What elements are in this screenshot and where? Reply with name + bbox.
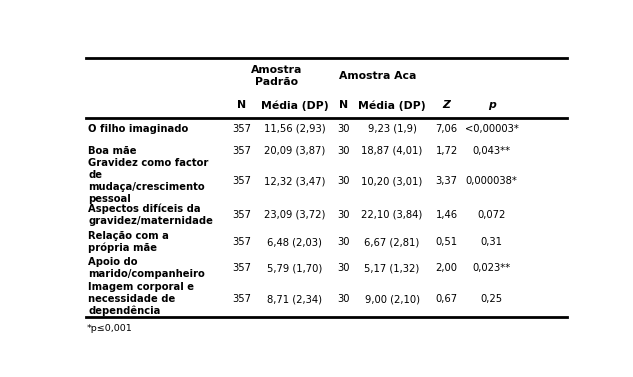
Text: 0,25: 0,25 — [480, 294, 503, 304]
Text: 8,71 (2,34): 8,71 (2,34) — [267, 294, 322, 304]
Text: 5,79 (1,70): 5,79 (1,70) — [266, 264, 322, 273]
Text: 10,20 (3,01): 10,20 (3,01) — [361, 176, 423, 186]
Text: Amostra Aca: Amostra Aca — [339, 71, 417, 81]
Text: Média (DP): Média (DP) — [358, 100, 426, 111]
Text: 0,072: 0,072 — [477, 210, 506, 220]
Text: 30: 30 — [337, 146, 349, 156]
Text: 0,51: 0,51 — [436, 237, 458, 247]
Text: 30: 30 — [337, 210, 349, 220]
Text: 30: 30 — [337, 294, 349, 304]
Text: *p≤0,001: *p≤0,001 — [87, 324, 132, 333]
Text: 357: 357 — [232, 264, 251, 273]
Text: 357: 357 — [232, 124, 251, 133]
Text: 1,72: 1,72 — [436, 146, 458, 156]
Text: 3,37: 3,37 — [436, 176, 458, 186]
Text: Aspectos difíceis da
gravidez/maternidade: Aspectos difíceis da gravidez/maternidad… — [89, 204, 213, 226]
Text: 0,000038*: 0,000038* — [466, 176, 517, 186]
Text: Média (DP): Média (DP) — [261, 100, 329, 111]
Text: O filho imaginado: O filho imaginado — [89, 124, 189, 133]
Text: Gravidez como factor
de
mudaça/crescimento
pessoal: Gravidez como factor de mudaça/crescimen… — [89, 158, 209, 204]
Text: N: N — [339, 100, 348, 110]
Text: 357: 357 — [232, 146, 251, 156]
Text: 357: 357 — [232, 210, 251, 220]
Text: 22,10 (3,84): 22,10 (3,84) — [361, 210, 423, 220]
Text: 23,09 (3,72): 23,09 (3,72) — [264, 210, 325, 220]
Text: Imagem corporal e
necessidade de
dependência: Imagem corporal e necessidade de dependê… — [89, 282, 194, 316]
Text: 30: 30 — [337, 237, 349, 247]
Text: 20,09 (3,87): 20,09 (3,87) — [264, 146, 325, 156]
Text: 357: 357 — [232, 237, 251, 247]
Text: <0,00003*: <0,00003* — [465, 124, 518, 133]
Text: 18,87 (4,01): 18,87 (4,01) — [361, 146, 423, 156]
Text: 11,56 (2,93): 11,56 (2,93) — [263, 124, 325, 133]
Text: Z: Z — [442, 100, 451, 110]
Text: 357: 357 — [232, 294, 251, 304]
Text: 6,48 (2,03): 6,48 (2,03) — [267, 237, 322, 247]
Text: 30: 30 — [337, 124, 349, 133]
Text: 6,67 (2,81): 6,67 (2,81) — [365, 237, 420, 247]
Text: Boa mãe: Boa mãe — [89, 146, 137, 156]
Text: 12,32 (3,47): 12,32 (3,47) — [264, 176, 325, 186]
Text: 7,06: 7,06 — [436, 124, 458, 133]
Text: Apoio do
marido/companheiro: Apoio do marido/companheiro — [89, 257, 205, 279]
Text: 9,00 (2,10): 9,00 (2,10) — [365, 294, 420, 304]
Text: p: p — [487, 100, 496, 110]
Text: 1,46: 1,46 — [436, 210, 458, 220]
Text: 0,043**: 0,043** — [472, 146, 511, 156]
Text: Amostra
Padrão: Amostra Padrão — [251, 65, 302, 87]
Text: 0,023**: 0,023** — [472, 264, 511, 273]
Text: 30: 30 — [337, 264, 349, 273]
Text: 5,17 (1,32): 5,17 (1,32) — [365, 264, 420, 273]
Text: Relação com a
própria mãe: Relação com a própria mãe — [89, 231, 169, 253]
Text: 9,23 (1,9): 9,23 (1,9) — [368, 124, 417, 133]
Text: 357: 357 — [232, 176, 251, 186]
Text: 2,00: 2,00 — [436, 264, 458, 273]
Text: N: N — [237, 100, 246, 110]
Text: 0,31: 0,31 — [480, 237, 503, 247]
Text: 30: 30 — [337, 176, 349, 186]
Text: 0,67: 0,67 — [436, 294, 458, 304]
